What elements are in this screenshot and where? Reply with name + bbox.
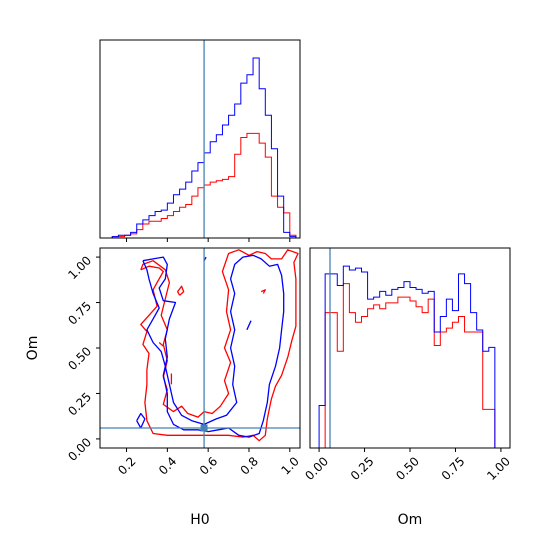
x-axis-label-H0: H0 bbox=[190, 512, 209, 528]
hist-Om-series-red bbox=[319, 283, 501, 448]
hist-H0-panel bbox=[99, 39, 301, 242]
hist-Om-series-blue bbox=[318, 265, 501, 448]
contour-truth-marker bbox=[200, 424, 208, 432]
y-axis-label-Om: Om bbox=[25, 336, 41, 361]
contour-marks bbox=[100, 248, 300, 448]
contour-blue-1 bbox=[142, 254, 285, 438]
contour-red-4 bbox=[260, 289, 266, 294]
hist-Om-marks bbox=[318, 248, 501, 448]
contour-blue-8 bbox=[246, 320, 252, 331]
contour-blue-2 bbox=[136, 412, 146, 429]
contour-red-5 bbox=[158, 342, 164, 347]
contour-red-3 bbox=[176, 285, 185, 296]
hist-H0-frame bbox=[99, 39, 301, 239]
contour-frame bbox=[99, 247, 301, 449]
hist-H0-ticks bbox=[126, 238, 291, 242]
x-axis-label-Om: Om bbox=[398, 512, 423, 528]
contour-red-0 bbox=[140, 249, 299, 442]
hist-Om-frame bbox=[309, 247, 511, 449]
